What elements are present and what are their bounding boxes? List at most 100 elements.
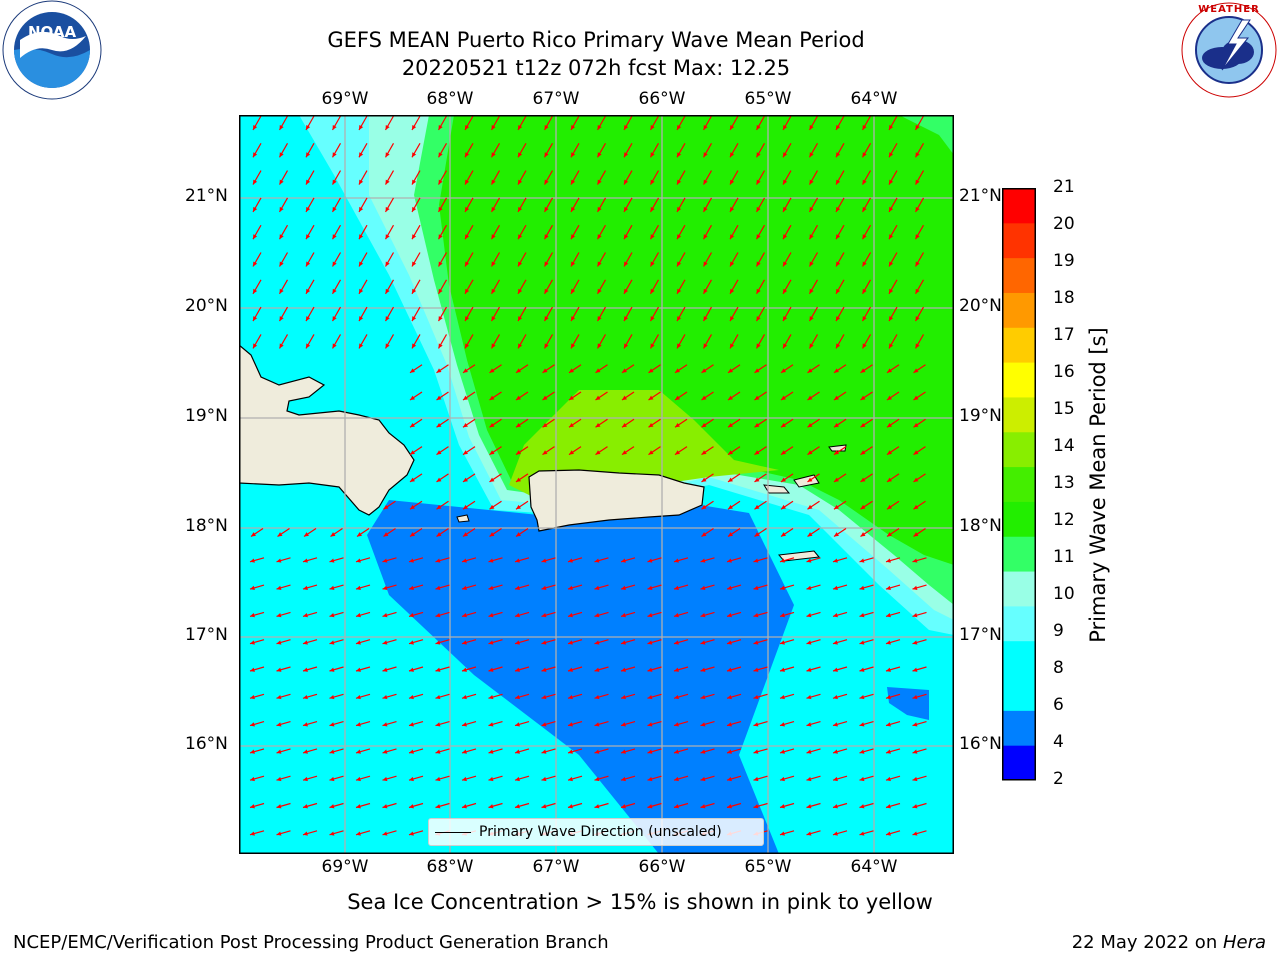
wave-direction-arrowhead bbox=[621, 749, 626, 754]
wave-direction-arrowhead bbox=[886, 613, 891, 618]
wave-direction-arrowhead bbox=[622, 368, 627, 373]
wave-direction-arrowhead bbox=[329, 831, 335, 836]
wave-direction-arrowhead bbox=[889, 343, 894, 349]
wave-direction-arrowhead bbox=[279, 125, 284, 130]
wave-direction-arrowhead bbox=[438, 316, 443, 322]
wave-direction-arrowhead bbox=[806, 640, 812, 645]
wave-direction-arrowhead bbox=[382, 585, 388, 590]
wave-direction-arrowhead bbox=[594, 558, 600, 563]
wave-direction-arrowhead bbox=[781, 450, 786, 455]
land-mona bbox=[456, 514, 470, 523]
wave-direction-arrowhead bbox=[409, 804, 414, 809]
wave-direction-arrowhead bbox=[647, 640, 653, 645]
chart-subtitle: 20220521 t12z 072h fcst Max: 12.25 bbox=[401, 56, 791, 80]
wave-direction-arrowhead bbox=[488, 749, 494, 754]
wave-direction-arrowhead bbox=[329, 640, 335, 645]
lat-label-left: 21°N bbox=[185, 186, 228, 206]
wave-direction-arrowhead bbox=[568, 749, 573, 754]
wave-direction-arrowhead bbox=[568, 640, 573, 645]
lon-label-bottom: 65°W bbox=[744, 857, 792, 877]
wave-direction-arrowhead bbox=[435, 776, 441, 782]
wave-direction-arrowhead bbox=[700, 776, 706, 782]
wave-direction-arrowhead bbox=[463, 477, 468, 482]
wave-direction-arrowhead bbox=[568, 613, 573, 618]
wave-direction-arrowhead bbox=[410, 504, 415, 510]
wave-direction-arrowhead bbox=[780, 694, 785, 700]
wave-direction-arrowhead bbox=[648, 422, 654, 428]
wave-direction-arrowhead bbox=[833, 640, 838, 645]
wave-direction-arrowhead bbox=[303, 722, 308, 727]
wave-direction-arrowhead bbox=[359, 152, 364, 158]
wave-direction-arrowhead bbox=[650, 125, 655, 130]
wave-direction-arrowhead bbox=[753, 722, 759, 727]
wave-direction-arrowhead bbox=[807, 450, 813, 455]
wave-direction-arrowhead bbox=[595, 395, 601, 400]
land-puerto-rico bbox=[528, 469, 705, 532]
wave-direction-arrowhead bbox=[544, 152, 549, 158]
lat-label-right: 19°N bbox=[959, 406, 1002, 426]
wave-direction-arrowhead bbox=[303, 640, 308, 645]
lon-label-top: 65°W bbox=[744, 89, 792, 109]
wave-direction-arrowhead bbox=[624, 125, 629, 130]
wave-direction-arrowhead bbox=[409, 613, 414, 618]
wave-direction-arrowhead bbox=[412, 152, 417, 158]
wave-direction-arrowhead bbox=[834, 532, 839, 537]
wave-direction-arrowhead bbox=[862, 125, 867, 130]
wave-direction-arrowhead bbox=[862, 206, 867, 212]
lon-label-top: 67°W bbox=[532, 89, 580, 109]
wave-direction-arrowhead bbox=[915, 343, 920, 349]
wave-direction-arrowhead bbox=[544, 206, 549, 212]
wave-direction-arrowhead bbox=[915, 206, 920, 212]
wave-direction-arrowhead bbox=[913, 450, 919, 455]
wave-direction-arrowhead bbox=[541, 804, 547, 809]
wave-direction-arrowhead bbox=[887, 504, 892, 510]
wave-direction-arrowhead bbox=[889, 261, 894, 267]
wave-direction-arrowhead bbox=[359, 179, 364, 185]
wave-direction-arrowhead bbox=[834, 450, 839, 455]
wave-direction-arrowhead bbox=[541, 694, 547, 700]
wave-direction-arrowhead bbox=[783, 152, 788, 158]
wave-direction-arrowhead bbox=[491, 343, 496, 349]
wave-direction-arrowhead bbox=[332, 152, 337, 158]
wave-direction-arrowhead bbox=[597, 152, 602, 158]
wave-direction-arrowhead bbox=[412, 179, 417, 185]
wave-direction-arrowhead bbox=[306, 206, 311, 212]
wave-direction-arrowhead bbox=[677, 125, 682, 130]
wave-direction-arrowhead bbox=[410, 532, 415, 537]
wave-direction-arrowhead bbox=[703, 316, 708, 322]
wave-direction-arrowhead bbox=[356, 585, 361, 590]
wave-direction-arrowhead bbox=[329, 558, 335, 563]
wave-direction-arrowhead bbox=[622, 450, 627, 455]
colorbar-tick-label: 17 bbox=[1053, 325, 1075, 345]
wave-direction-arrowhead bbox=[730, 288, 735, 294]
wave-direction-arrowhead bbox=[624, 343, 629, 349]
wave-direction-arrowhead bbox=[409, 694, 414, 700]
wave-direction-arrowhead bbox=[703, 152, 708, 158]
wave-direction-arrowhead bbox=[621, 694, 626, 700]
wave-direction-arrowhead bbox=[541, 667, 547, 672]
wave-direction-arrowhead bbox=[438, 125, 443, 130]
wave-direction-arrowhead bbox=[703, 261, 708, 267]
wave-direction-arrowhead bbox=[647, 585, 653, 590]
wave-direction-arrowhead bbox=[807, 395, 813, 400]
wave-direction-arrowhead bbox=[279, 206, 284, 212]
wave-direction-arrowhead bbox=[807, 477, 813, 482]
wave-direction-arrowhead bbox=[912, 776, 918, 782]
wave-direction-arrowhead bbox=[462, 749, 467, 754]
wave-direction-arrowhead bbox=[518, 179, 523, 185]
wave-direction-arrowhead bbox=[753, 804, 759, 809]
wave-direction-arrowhead bbox=[515, 613, 520, 618]
colorbar-segment bbox=[1002, 745, 1036, 781]
wave-direction-arrowhead bbox=[886, 831, 891, 836]
wave-direction-arrowhead bbox=[859, 613, 865, 618]
colorbar-segment bbox=[1002, 188, 1036, 224]
wave-direction-arrowhead bbox=[886, 722, 891, 727]
wave-direction-arrowhead bbox=[806, 613, 812, 618]
wave-direction-arrowhead bbox=[889, 288, 894, 294]
wave-direction-arrowhead bbox=[781, 504, 786, 510]
colorbar-segment bbox=[1002, 501, 1036, 537]
wave-direction-arrowhead bbox=[836, 152, 841, 158]
wave-direction-arrowhead bbox=[465, 343, 470, 349]
colorbar-segment bbox=[1002, 292, 1036, 328]
wave-direction-arrowhead bbox=[806, 558, 812, 563]
